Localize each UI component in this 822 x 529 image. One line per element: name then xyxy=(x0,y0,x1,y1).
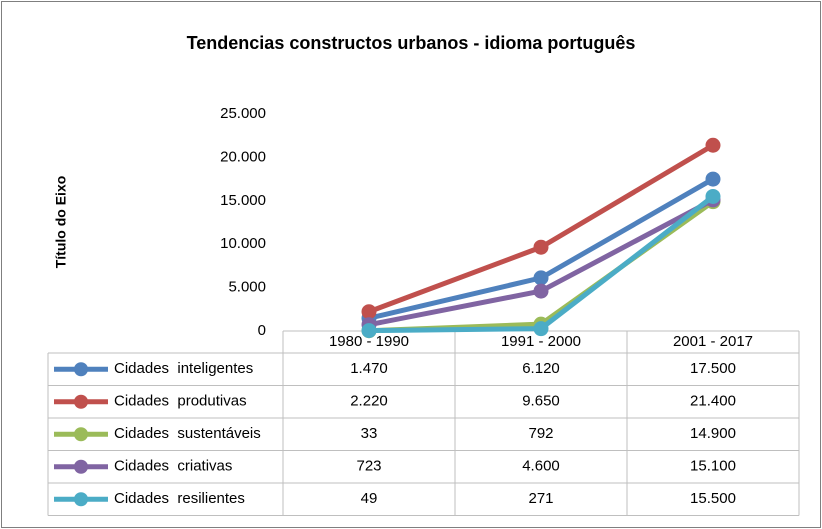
legend-label: Cidades produtivas xyxy=(114,393,247,410)
marker xyxy=(705,171,721,187)
legend-key-marker xyxy=(74,362,88,377)
table-value: 723 xyxy=(356,458,381,475)
marker xyxy=(361,304,377,320)
table-value: 21.400 xyxy=(690,393,736,410)
legend-key-marker xyxy=(74,459,88,474)
table-value: 271 xyxy=(528,490,553,507)
marker xyxy=(705,137,721,153)
marker xyxy=(533,239,549,255)
y-tick-label: 20.000 xyxy=(220,148,266,165)
legend-label: Cidades criativas xyxy=(114,458,232,475)
table-value: 14.900 xyxy=(690,425,736,442)
legend-label: Cidades inteligentes xyxy=(114,360,253,377)
y-tick-label: 25.000 xyxy=(220,105,266,122)
x-tick-label: 1991 - 2000 xyxy=(501,333,581,350)
table-value: 33 xyxy=(361,425,378,442)
y-axis-title: Título do Eixo xyxy=(53,176,69,269)
marker xyxy=(705,188,721,204)
x-tick-label: 2001 - 2017 xyxy=(673,333,753,350)
table-value: 792 xyxy=(528,425,553,442)
table-value: 6.120 xyxy=(522,360,560,377)
table-value: 15.500 xyxy=(690,490,736,507)
table-value: 1.470 xyxy=(350,360,388,377)
table-value: 4.600 xyxy=(522,458,560,475)
legend-label: Cidades resilientes xyxy=(114,490,245,507)
table-value: 17.500 xyxy=(690,360,736,377)
table-value: 9.650 xyxy=(522,393,560,410)
legend-label: Cidades sustentáveis xyxy=(114,425,261,442)
legend-key-marker xyxy=(74,394,88,409)
legend-key-marker xyxy=(74,492,88,507)
marker xyxy=(533,283,549,299)
y-tick-label: 15.000 xyxy=(220,192,266,209)
x-tick-label: 1980 - 1990 xyxy=(329,333,409,350)
marker xyxy=(533,270,549,286)
legend-key-marker xyxy=(74,427,88,442)
table-value: 49 xyxy=(361,490,378,507)
table-value: 15.100 xyxy=(690,458,736,475)
chart-title: Tendencias constructos urbanos - idioma … xyxy=(187,33,636,53)
marker xyxy=(361,323,377,339)
y-tick-label: 5.000 xyxy=(228,279,266,296)
table-value: 2.220 xyxy=(350,393,388,410)
marker xyxy=(533,321,549,337)
y-tick-label: 10.000 xyxy=(220,235,266,252)
y-tick-label: 0 xyxy=(258,322,266,339)
